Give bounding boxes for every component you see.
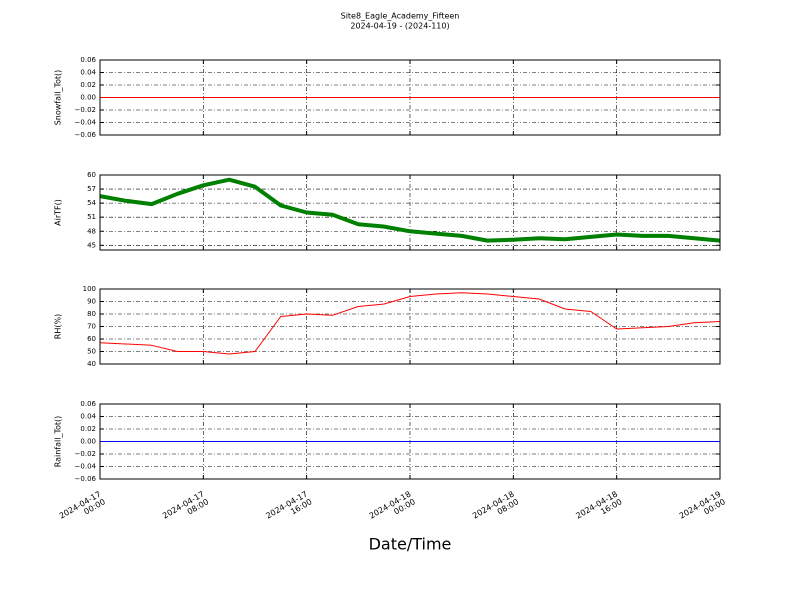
y-tick-label: −0.06 <box>75 475 97 483</box>
x-tick-label: 2024-04-1900:00 <box>677 489 726 528</box>
figure-title: Site8_Eagle_Academy_Fifteen <box>341 12 460 21</box>
y-tick-label: −0.06 <box>75 131 97 139</box>
y-tick-label: 60 <box>87 171 96 179</box>
y-tick-label: −0.04 <box>75 119 97 127</box>
x-tick-label: 2024-04-1708:00 <box>161 489 210 528</box>
y-tick-label: 70 <box>87 323 96 331</box>
y-tick-label: 0.02 <box>80 81 96 89</box>
y-tick-label: 51 <box>87 213 96 221</box>
line <box>99 292 721 355</box>
y-tick-label: 0.04 <box>80 413 96 421</box>
x-tick-label: 2024-04-1716:00 <box>264 489 313 528</box>
plot-frame <box>99 403 721 480</box>
x-tick-label: 2024-04-1808:00 <box>471 489 520 528</box>
plot-frame <box>99 288 721 365</box>
x-axis-label: Date/Time <box>369 535 452 554</box>
y-tick-label: 40 <box>87 360 96 368</box>
y-tick-label: 60 <box>87 335 96 343</box>
y-tick-label: 0.02 <box>80 425 96 433</box>
x-tick-label: 2024-04-1700:00 <box>57 489 106 528</box>
y-tick-label: 0.00 <box>80 94 96 102</box>
y-tick-label: 45 <box>87 241 96 249</box>
y-axis-label: Snowfall_Tot() <box>54 70 63 126</box>
plot-frame <box>99 59 721 136</box>
y-tick-label: 0.00 <box>80 438 96 446</box>
y-tick-label: 0.06 <box>80 56 96 64</box>
y-tick-label: 0.04 <box>80 69 96 77</box>
y-axis-label: RH(%) <box>54 314 63 339</box>
line <box>99 177 721 243</box>
y-tick-label: 100 <box>83 285 96 293</box>
y-axis-label: Rainfall_Tot() <box>54 416 63 468</box>
y-tick-label: 90 <box>87 298 96 306</box>
y-tick-label: 50 <box>87 348 96 356</box>
y-tick-label: −0.02 <box>75 106 96 114</box>
y-tick-label: 57 <box>87 185 96 193</box>
y-tick-label: 0.06 <box>80 400 96 408</box>
x-tick-label: 2024-04-1800:00 <box>367 489 416 528</box>
y-tick-label: −0.02 <box>75 450 96 458</box>
figure-subtitle: 2024-04-19 - (2024-110) <box>350 22 449 31</box>
x-tick-label: 2024-04-1816:00 <box>574 489 623 528</box>
plot-frame <box>99 174 721 251</box>
y-axis-label: AirTF() <box>54 199 63 226</box>
y-tick-label: 48 <box>87 227 96 235</box>
y-tick-label: −0.04 <box>75 463 97 471</box>
y-tick-label: 80 <box>87 310 96 318</box>
y-tick-label: 54 <box>87 199 96 207</box>
